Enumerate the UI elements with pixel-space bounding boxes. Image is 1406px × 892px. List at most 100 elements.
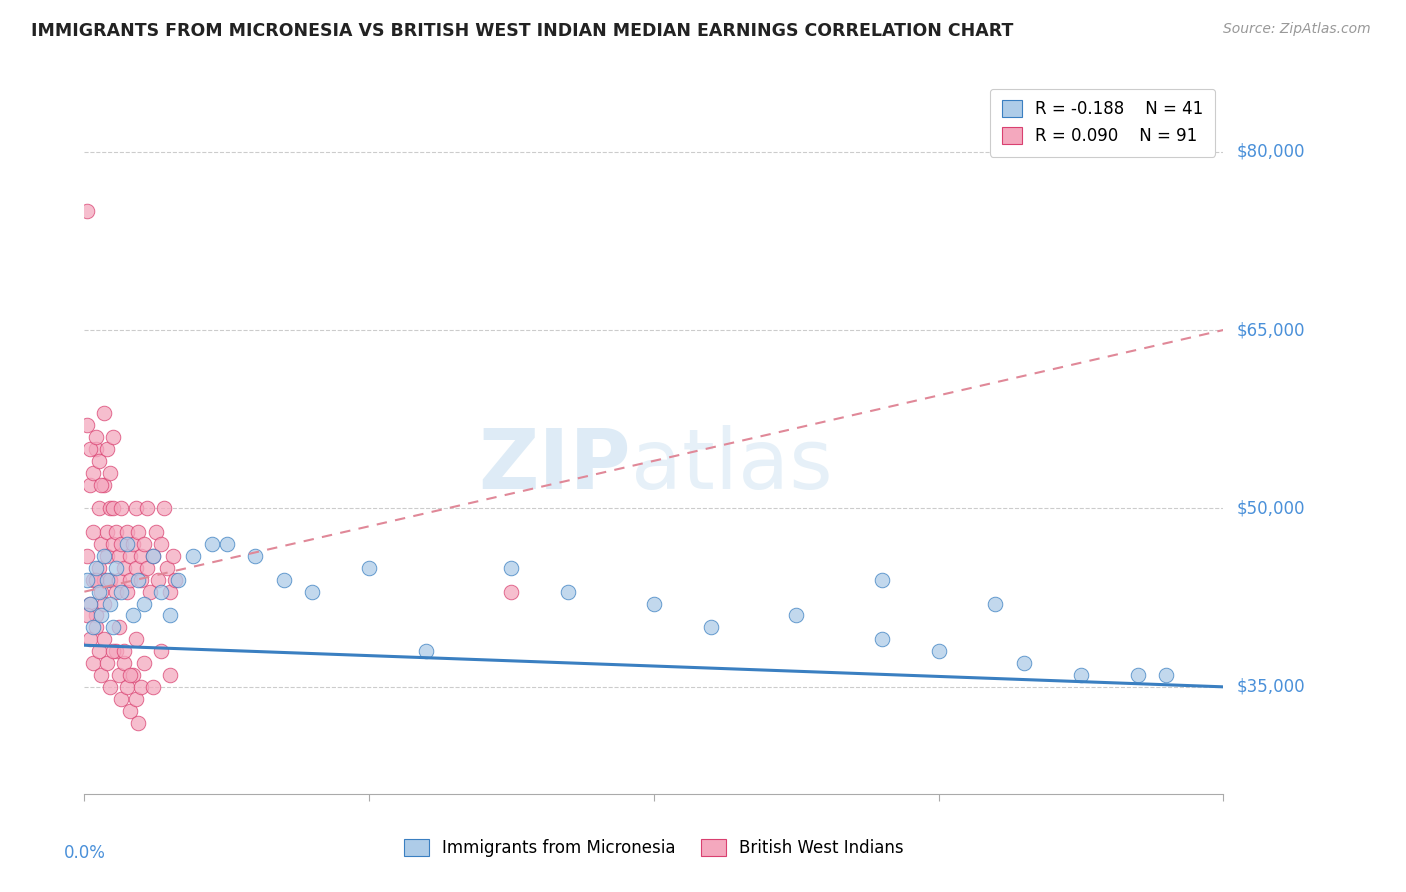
Point — [150, 644, 173, 658]
Point — [82, 525, 104, 540]
Point — [101, 620, 124, 634]
Point — [153, 501, 176, 516]
Point — [93, 573, 115, 587]
Point — [159, 668, 181, 682]
Text: $35,000: $35,000 — [1237, 678, 1306, 696]
Point — [93, 597, 115, 611]
Point — [96, 549, 118, 563]
Point — [127, 573, 149, 587]
Point — [87, 561, 110, 575]
Point — [90, 537, 112, 551]
Point — [84, 620, 107, 634]
Point — [96, 656, 118, 670]
Point — [98, 680, 121, 694]
Point — [142, 680, 165, 694]
Point — [98, 466, 121, 480]
Text: Source: ZipAtlas.com: Source: ZipAtlas.com — [1223, 22, 1371, 37]
Text: ZIP: ZIP — [478, 425, 631, 506]
Point — [110, 691, 132, 706]
Point — [90, 668, 112, 682]
Point — [181, 549, 204, 563]
Point — [145, 525, 167, 540]
Point — [76, 608, 98, 623]
Point — [118, 549, 141, 563]
Point — [127, 525, 149, 540]
Point — [76, 549, 98, 563]
Point — [76, 418, 98, 433]
Point — [134, 537, 156, 551]
Point — [82, 620, 104, 634]
Point — [156, 561, 179, 575]
Text: atlas: atlas — [631, 425, 832, 506]
Point — [107, 573, 129, 587]
Point — [84, 442, 107, 456]
Text: $50,000: $50,000 — [1237, 500, 1306, 517]
Point — [79, 597, 101, 611]
Point — [273, 573, 295, 587]
Point — [870, 632, 893, 647]
Point — [84, 561, 107, 575]
Point — [134, 597, 156, 611]
Point — [501, 561, 523, 575]
Point — [96, 442, 118, 456]
Point — [245, 549, 267, 563]
Point — [118, 573, 141, 587]
Point — [984, 597, 1007, 611]
Point — [118, 668, 141, 682]
Point — [101, 430, 124, 444]
Point — [167, 573, 190, 587]
Point — [1156, 668, 1178, 682]
Point — [359, 561, 381, 575]
Point — [150, 537, 173, 551]
Point — [643, 597, 665, 611]
Point — [162, 549, 184, 563]
Point — [93, 549, 115, 563]
Point — [76, 573, 98, 587]
Point — [98, 597, 121, 611]
Point — [87, 644, 110, 658]
Point — [79, 597, 101, 611]
Point — [124, 501, 146, 516]
Point — [82, 573, 104, 587]
Point — [142, 549, 165, 563]
Point — [131, 549, 153, 563]
Point — [134, 656, 156, 670]
Point — [415, 644, 437, 658]
Point — [1126, 668, 1149, 682]
Point — [110, 584, 132, 599]
Point — [82, 466, 104, 480]
Point — [148, 573, 170, 587]
Point — [112, 656, 135, 670]
Point — [1012, 656, 1035, 670]
Point — [124, 691, 146, 706]
Point — [115, 537, 138, 551]
Point — [136, 561, 159, 575]
Point — [90, 477, 112, 491]
Point — [104, 584, 127, 599]
Point — [87, 584, 110, 599]
Point — [118, 704, 141, 718]
Point — [121, 537, 143, 551]
Point — [928, 644, 950, 658]
Point — [76, 204, 98, 219]
Point — [124, 632, 146, 647]
Point — [557, 584, 579, 599]
Point — [150, 584, 173, 599]
Point — [79, 442, 101, 456]
Point — [98, 573, 121, 587]
Point — [501, 584, 523, 599]
Point — [159, 584, 181, 599]
Point — [870, 573, 893, 587]
Point — [142, 549, 165, 563]
Point — [700, 620, 723, 634]
Point — [79, 477, 101, 491]
Point — [107, 668, 129, 682]
Point — [98, 501, 121, 516]
Point — [301, 584, 323, 599]
Point — [93, 406, 115, 420]
Point — [131, 573, 153, 587]
Point — [110, 537, 132, 551]
Point — [112, 561, 135, 575]
Point — [215, 537, 238, 551]
Point — [104, 561, 127, 575]
